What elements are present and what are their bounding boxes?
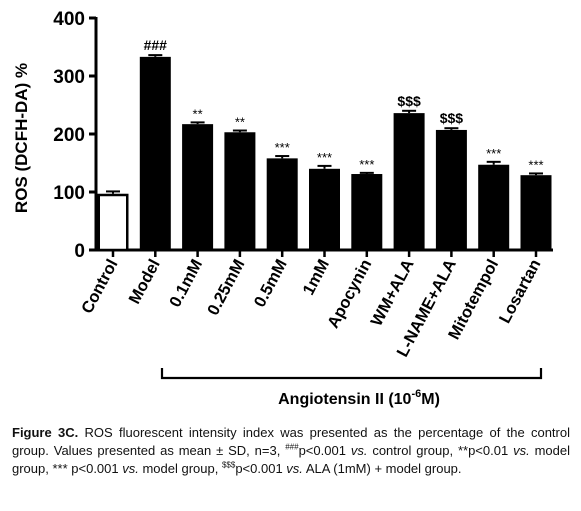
bar-mitotempol [478,164,510,250]
x-tick-label: 0.25mM [204,256,248,318]
caption-vs: vs. [286,461,303,476]
x-tick-label: Model [126,256,164,307]
bar-control [97,193,129,252]
y-tick-label: 300 [53,67,85,88]
significance-label: *** [486,146,501,161]
x-tick-label: Control [78,256,121,316]
x-tick-label: 1mM [299,256,333,298]
caption-vs: vs. [513,443,530,458]
y-axis-label: ROS (DCFH-DA) % [12,63,31,213]
bar-apocynin [351,174,383,250]
caption-text: p<0.001 [298,443,351,458]
figure-caption: Figure 3C. ROS fluorescent intensity ind… [12,424,570,478]
significance-label: $$$ [440,110,464,126]
y-tick-label: 400 [53,9,85,30]
bar-0-5mm [266,158,298,250]
significance-label: $$$ [397,93,421,109]
significance-label: *** [317,150,332,165]
x-tick-label: Losartan [496,256,545,326]
caption-text: p<0.001 [235,461,287,476]
bar-l-name-ala [435,129,467,250]
figure-label: Figure 3C. [12,425,79,440]
significance-label: ### [144,37,168,53]
caption-text: **p<0.01 [457,443,514,458]
bar-series: ###********** ***$$$$$$****** [97,37,552,252]
bar-wm-ala [393,113,425,251]
caption-vs: vs. [350,443,368,458]
significance-label: *** [275,140,290,155]
y-tick-label: 200 [53,125,85,146]
bar-1mm [309,168,340,250]
significance-label: ** [193,106,203,121]
caption-text: ALA (1mM) + model group. [302,461,462,476]
y-tick-label: 100 [53,183,85,204]
x-tick-label: 0.1mM [166,256,206,310]
caption-text: ROS fluorescent intensity index was pres… [12,425,570,458]
bracket-label: Angiotensin II (10-6M) [278,388,440,408]
significance-label: *** [359,157,374,172]
bar-0-1mm [182,124,214,250]
bar-model [139,56,171,250]
bar-0-25mm [224,132,256,250]
bracket-line [160,368,543,380]
bar-losartan [520,175,552,250]
y-tick-label: 0 [74,241,85,262]
caption-sup: $$$ [221,460,236,470]
x-tick-label: 0.5mM [251,256,291,310]
caption-sup: ### [285,442,299,452]
significance-label: ** [235,115,245,130]
chart-axes: 0 100 200 300 400 [53,9,553,262]
significance-label: *** [528,157,543,172]
caption-vs: vs. [122,461,139,476]
caption-text: model group, *** p<0.001 [12,443,570,476]
angiotensin-bracket: Angiotensin II (10-6M) [160,368,543,408]
caption-text: model group, [138,461,222,476]
caption-text: control group, [367,443,458,458]
